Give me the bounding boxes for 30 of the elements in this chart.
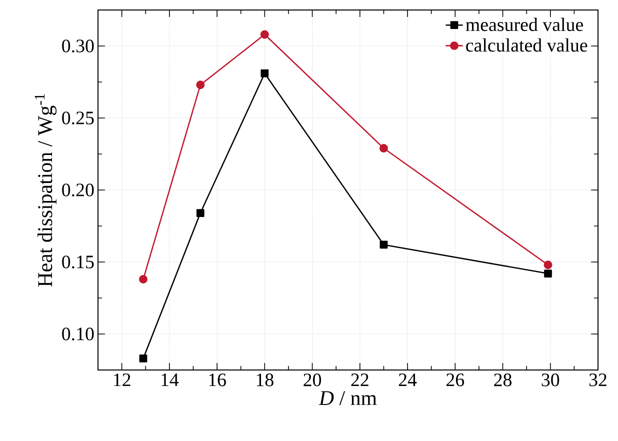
x-tick-label: 28 — [494, 374, 512, 386]
x-tick-label: 16 — [209, 374, 226, 386]
y-tick-label: 0.20 — [62, 184, 94, 196]
point — [196, 80, 205, 90]
point — [379, 144, 388, 152]
x-axis-title: D / nm — [318, 391, 377, 406]
point — [544, 270, 552, 278]
x-tick-label: 22 — [351, 374, 368, 386]
y-tick-label: 0.30 — [62, 40, 94, 52]
y-tick-label: 0.25 — [62, 112, 94, 124]
x-tick-label: 30 — [542, 374, 560, 386]
legend-label: calculated value — [466, 38, 588, 52]
point — [196, 209, 204, 217]
point — [260, 69, 269, 78]
point — [380, 240, 388, 249]
y-tick-label: 0.10 — [62, 328, 94, 340]
point — [139, 275, 148, 284]
x-tick-label: 24 — [398, 374, 417, 386]
legend-label: measured value — [466, 18, 583, 32]
point — [544, 260, 552, 270]
x-tick-label: 12 — [114, 374, 130, 386]
point — [260, 30, 269, 39]
y-tick-label: 0.15 — [62, 256, 94, 268]
x-tick-label: 18 — [256, 374, 274, 386]
x-tick-label: 20 — [304, 374, 322, 386]
point — [139, 354, 148, 362]
x-tick-label: 26 — [446, 374, 464, 386]
y-axis-title: Heat dissipation / Wg$^{-1}$ — [34, 94, 57, 287]
x-tick-label: 14 — [162, 374, 179, 386]
x-tick-label: 32 — [589, 374, 606, 386]
